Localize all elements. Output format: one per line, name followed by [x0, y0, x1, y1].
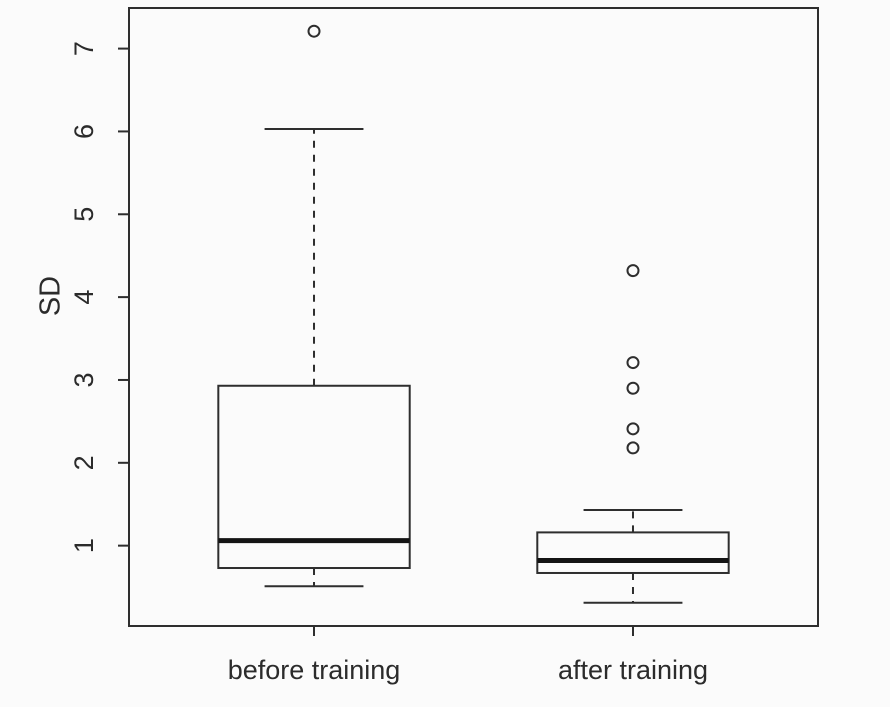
y-tick-label: 5	[69, 207, 99, 222]
y-tick-label: 7	[69, 41, 99, 56]
y-tick-label: 4	[69, 290, 99, 305]
x-tick-label: before training	[228, 655, 401, 685]
outlier-point	[307, 24, 321, 38]
iqr-box	[536, 531, 730, 574]
outlier-point	[626, 422, 640, 436]
iqr-box	[217, 384, 411, 570]
y-tick-label: 3	[69, 372, 99, 387]
outlier-point	[626, 356, 640, 370]
y-tick-label: 2	[69, 455, 99, 470]
y-axis-title: SD	[35, 276, 67, 316]
y-tick-label: 6	[69, 124, 99, 139]
y-tick-label: 1	[69, 538, 99, 553]
outlier-point	[626, 264, 640, 278]
outlier-point	[626, 441, 640, 455]
outlier-point	[626, 381, 640, 395]
plot-frame	[128, 7, 819, 627]
x-tick-label: after training	[558, 655, 708, 685]
